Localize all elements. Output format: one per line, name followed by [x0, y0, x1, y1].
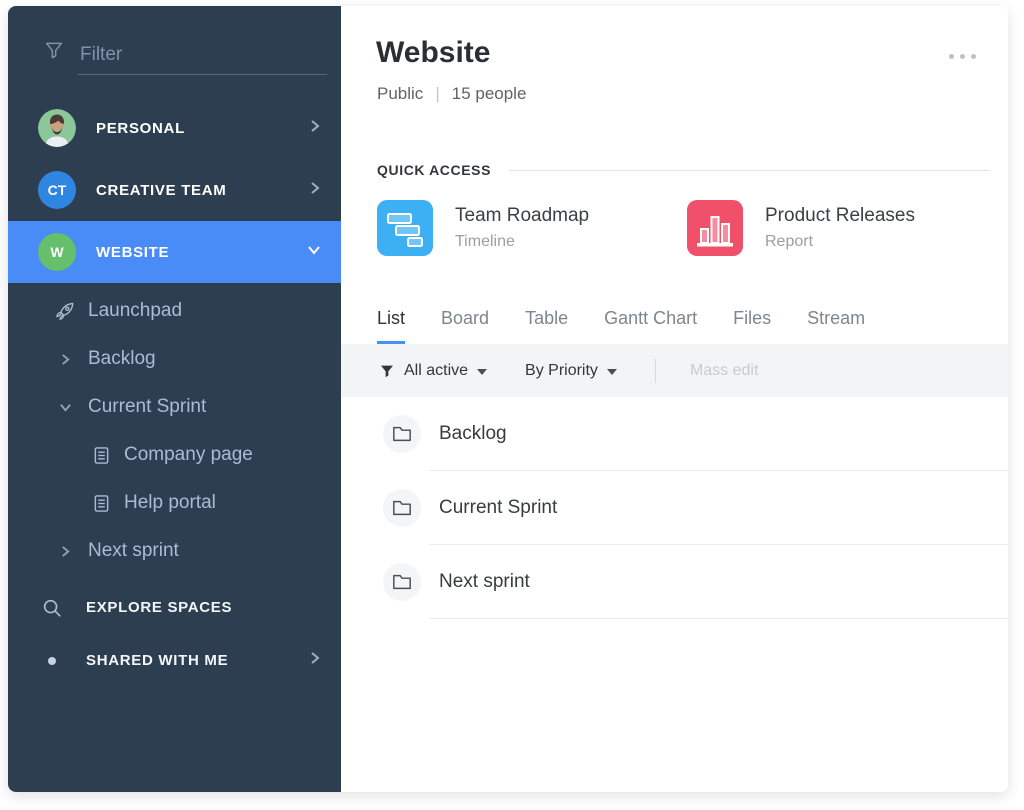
chevron-down-icon: [52, 402, 78, 413]
folder-list: Backlog Current Sprint Next sprint: [341, 397, 1008, 792]
chevron-right-icon: [309, 651, 321, 670]
quick-access-title: Product Releases: [765, 205, 915, 226]
chevron-right-icon: [309, 181, 321, 200]
personal-avatar: [38, 109, 76, 147]
timeline-icon: [377, 200, 433, 256]
sidebar-item-label: SHARED WITH ME: [86, 652, 229, 669]
sidebar: PERSONAL CT CREATIVE TEAM W WEBSITE: [8, 6, 341, 792]
quick-access-title: Team Roadmap: [455, 205, 590, 226]
sidebar-item-next-sprint[interactable]: Next sprint: [8, 527, 341, 575]
quick-access-subtitle: Timeline: [455, 233, 515, 250]
filter-funnel-icon: [44, 40, 64, 65]
sidebar-item-website[interactable]: W WEBSITE: [8, 221, 341, 283]
chevron-right-icon: [52, 353, 78, 366]
document-icon: [88, 494, 114, 513]
page-title: Website: [376, 36, 491, 69]
meta-divider: |: [435, 84, 440, 103]
sidebar-spaces: PERSONAL CT CREATIVE TEAM W WEBSITE: [8, 97, 341, 283]
report-icon: [687, 200, 743, 256]
sidebar-item-help-portal[interactable]: Help portal: [8, 479, 341, 527]
chevron-down-icon: [307, 243, 321, 261]
filter-toolbar: All active By Priority Mass edit: [341, 344, 1008, 397]
mass-edit-button[interactable]: Mass edit: [689, 361, 759, 379]
sidebar-filter-input[interactable]: [78, 40, 327, 75]
main-panel: Website Public | 15 people QUICK ACCESS: [341, 6, 1008, 792]
row-divider: [429, 544, 1008, 545]
caret-down-icon: [606, 368, 617, 375]
row-divider: [429, 470, 1008, 471]
sidebar-footer: EXPLORE SPACES SHARED WITH ME: [8, 581, 341, 687]
sidebar-item-label: CREATIVE TEAM: [96, 181, 227, 199]
tab-list[interactable]: List: [377, 308, 406, 344]
dot-icon: [40, 656, 64, 665]
sort-dropdown[interactable]: By Priority: [525, 362, 617, 380]
sidebar-item-personal[interactable]: PERSONAL: [8, 97, 341, 159]
quick-access-heading: QUICK ACCESS: [377, 162, 492, 178]
sidebar-item-explore-spaces[interactable]: EXPLORE SPACES: [8, 581, 341, 634]
app-window: PERSONAL CT CREATIVE TEAM W WEBSITE: [8, 6, 1008, 792]
sort-dropdown-label: By Priority: [525, 361, 598, 379]
visibility-label: Public: [377, 84, 424, 103]
funnel-icon: [381, 365, 393, 377]
sidebar-item-creative-team[interactable]: CT CREATIVE TEAM: [8, 159, 341, 221]
tab-table[interactable]: Table: [525, 308, 569, 328]
rocket-icon: [52, 300, 78, 322]
quick-access-product-releases[interactable]: Product Releases Report: [687, 200, 997, 256]
quick-access-cards: Team Roadmap Timeline P: [377, 200, 1008, 256]
quick-access-subtitle: Report: [765, 233, 814, 250]
sidebar-tree: Launchpad Backlog Current Sprint: [8, 287, 341, 575]
sidebar-item-shared-with-me[interactable]: SHARED WITH ME: [8, 634, 341, 687]
list-item-label: Backlog: [439, 422, 507, 444]
caret-down-icon: [477, 368, 488, 375]
chevron-right-icon: [309, 119, 321, 138]
sidebar-item-current-sprint[interactable]: Current Sprint: [8, 383, 341, 431]
sidebar-item-label: Current Sprint: [88, 396, 207, 417]
document-icon: [88, 446, 114, 465]
quick-access-header: QUICK ACCESS: [377, 162, 990, 178]
list-item-label: Current Sprint: [439, 496, 558, 518]
sidebar-item-label: Next sprint: [88, 540, 179, 561]
filter-dropdown[interactable]: All active: [379, 361, 488, 380]
page-meta: Public | 15 people: [341, 70, 1008, 104]
sidebar-item-label: Backlog: [88, 348, 156, 369]
page-header: Website: [341, 6, 1008, 70]
sidebar-item-company-page[interactable]: Company page: [8, 431, 341, 479]
members-count[interactable]: 15 people: [451, 84, 527, 103]
filter-dropdown-label: All active: [404, 361, 469, 379]
list-item-backlog[interactable]: Backlog: [341, 397, 1008, 470]
folder-icon: [383, 488, 421, 527]
quick-access-team-roadmap[interactable]: Team Roadmap Timeline: [377, 200, 687, 256]
sidebar-item-label: Company page: [124, 444, 253, 465]
search-icon: [40, 597, 64, 619]
sidebar-item-launchpad[interactable]: Launchpad: [8, 287, 341, 335]
sidebar-filter-row: [8, 6, 341, 75]
row-divider: [429, 618, 1008, 619]
quick-access-rule: [509, 169, 990, 171]
view-tabs: List Board Table Gantt Chart Files Strea…: [341, 256, 1008, 344]
folder-icon: [383, 562, 421, 601]
list-item-label: Next sprint: [439, 570, 530, 592]
sidebar-item-label: PERSONAL: [96, 119, 185, 137]
sidebar-item-backlog[interactable]: Backlog: [8, 335, 341, 383]
website-avatar: W: [38, 233, 76, 271]
sidebar-item-label: WEBSITE: [96, 243, 170, 261]
list-item-current-sprint[interactable]: Current Sprint: [341, 471, 1008, 544]
tab-board[interactable]: Board: [441, 308, 490, 328]
sidebar-item-label: EXPLORE SPACES: [86, 599, 233, 616]
more-options-button[interactable]: [945, 50, 980, 63]
sidebar-item-label: Help portal: [124, 492, 216, 513]
creative-team-avatar: CT: [38, 171, 76, 209]
toolbar-divider: [654, 358, 656, 383]
tab-stream[interactable]: Stream: [807, 308, 866, 328]
tab-gantt-chart[interactable]: Gantt Chart: [604, 308, 698, 328]
list-item-next-sprint[interactable]: Next sprint: [341, 545, 1008, 618]
chevron-right-icon: [52, 545, 78, 558]
folder-icon: [383, 414, 421, 453]
sidebar-item-label: Launchpad: [88, 300, 183, 321]
tab-files[interactable]: Files: [733, 308, 772, 328]
